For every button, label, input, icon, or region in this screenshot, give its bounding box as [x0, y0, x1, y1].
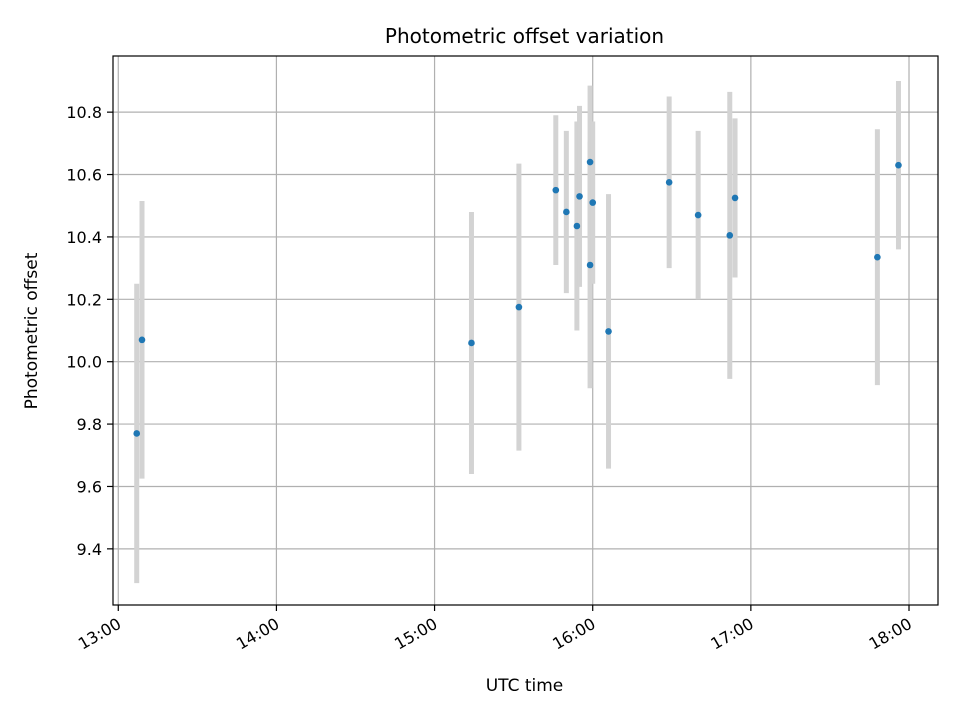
- data-point: [694, 211, 702, 219]
- y-tick-label: 10.6: [66, 166, 102, 185]
- y-tick-label: 9.6: [77, 477, 102, 496]
- data-point: [133, 430, 141, 437]
- plot-area-frame: [112, 55, 939, 606]
- data-point: [515, 303, 523, 311]
- y-tick-label: 10.0: [66, 353, 102, 372]
- data-point: [552, 186, 560, 194]
- y-axis-ticks: 9.4 9.6 9.8 10.0 10.2 10.4 10.6 10.8: [66, 103, 113, 559]
- data-point: [573, 222, 581, 230]
- data-point: [586, 158, 594, 166]
- data-point: [665, 179, 673, 186]
- y-tick-label: 10.8: [66, 103, 102, 122]
- data-point: [874, 253, 881, 261]
- data-point: [589, 199, 597, 206]
- x-axis-title: UTC time: [486, 676, 564, 696]
- grid: [113, 56, 938, 605]
- y-tick-label: 9.4: [77, 540, 102, 559]
- data-point: [138, 336, 146, 344]
- data-point: [576, 193, 583, 200]
- data-points: [133, 158, 902, 437]
- y-tick-label: 10.2: [66, 290, 102, 309]
- y-tick-label: 9.8: [77, 415, 102, 434]
- y-tick-label: 10.4: [66, 228, 102, 247]
- data-point: [563, 208, 570, 216]
- data-point: [726, 232, 734, 239]
- data-point: [586, 261, 594, 269]
- chart-title: Photometric offset variation: [385, 24, 664, 48]
- data-point: [468, 339, 475, 347]
- data-point: [731, 194, 739, 202]
- data-point: [605, 328, 612, 335]
- y-axis-title: Photometric offset: [22, 252, 42, 409]
- data-point: [895, 161, 902, 169]
